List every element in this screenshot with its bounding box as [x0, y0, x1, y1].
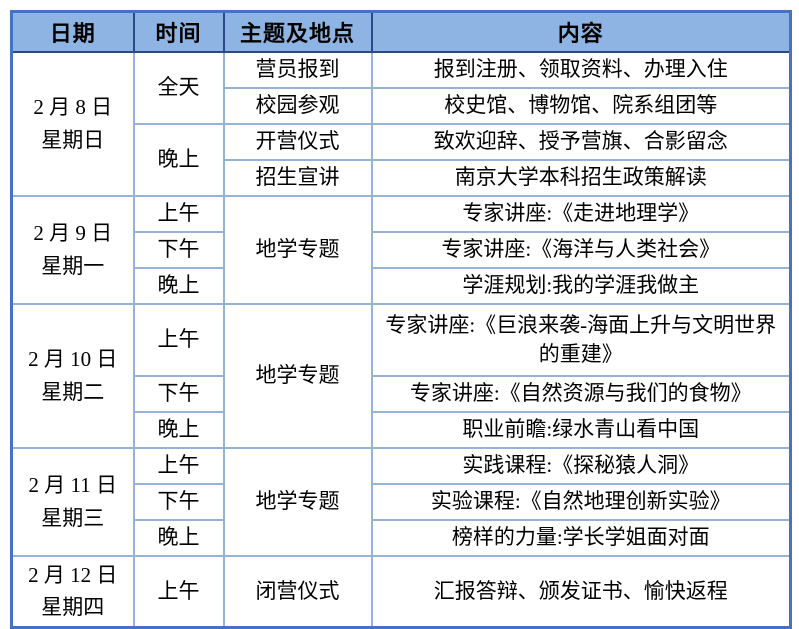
date-text: 2 月 12 日 [28, 562, 118, 587]
time-cell: 上午 [132, 554, 225, 629]
date-cell: 2 月 8 日 星期日 [10, 50, 135, 197]
content-cell: 汇报答辩、颁发证书、愉快返程 [370, 554, 792, 629]
weekday-text: 星期三 [41, 505, 105, 530]
content-cell: 报到注册、领取资料、办理入住 [370, 50, 792, 89]
content-cell: 职业前瞻:绿水青山看中国 [370, 410, 792, 449]
camp-schedule-table: 日期 时间 主题及地点 内容 2 月 8 日 星期日 全天 营员报到 报到注册、… [10, 10, 792, 629]
header-cell-date: 日期 [10, 10, 135, 53]
time-cell: 下午 [132, 374, 225, 413]
topic-cell: 校园参观 [222, 86, 373, 125]
date-text: 2 月 9 日 [33, 220, 113, 245]
content-cell: 校史馆、博物馆、院系组团等 [370, 86, 792, 125]
table-row: 2 月 10 日 星期二 上午 地学专题 专家讲座:《巨浪来袭-海面上升与文明世… [10, 302, 792, 449]
time-cell: 晚上 [132, 122, 225, 197]
table-row: 晚上 开营仪式 致欢迎辞、授予营旗、合影留念 [12, 122, 792, 197]
header-cell-time: 时间 [132, 10, 225, 53]
time-cell: 上午 [132, 302, 225, 377]
topic-cell: 地学专题 [222, 194, 373, 305]
topic-cell: 地学专题 [222, 446, 373, 557]
header-row: 日期 时间 主题及地点 内容 [10, 10, 792, 53]
table-row: 晚上 职业前瞻:绿水青山看中国 [12, 410, 792, 449]
date-cell: 2 月 11 日 星期三 [10, 446, 135, 557]
table-row: 2 月 8 日 星期日 全天 营员报到 报到注册、领取资料、办理入住 [10, 50, 792, 197]
content-cell: 专家讲座:《自然资源与我们的食物》 [370, 374, 792, 413]
content-cell: 致欢迎辞、授予营旗、合影留念 [370, 122, 792, 161]
table-row: 下午 实验课程:《自然地理创新实验》 [12, 482, 792, 521]
table-row: 晚上 榜样的力量:学长学姐面对面 [12, 518, 792, 557]
topic-cell: 开营仪式 [222, 122, 373, 161]
date-cell: 2 月 9 日 星期一 [10, 194, 135, 305]
weekday-text: 星期四 [41, 595, 105, 620]
topic-cell: 营员报到 [222, 50, 373, 89]
table-row: 校园参观 校史馆、博物馆、院系组团等 [12, 86, 792, 125]
content-cell: 南京大学本科招生政策解读 [370, 158, 792, 197]
topic-cell: 地学专题 [222, 302, 373, 449]
table-row: 招生宣讲 南京大学本科招生政策解读 [12, 158, 792, 197]
header-cell-topic: 主题及地点 [222, 10, 373, 53]
table-row: 下午 专家讲座:《海洋与人类社会》 [12, 230, 792, 269]
table-row: 晚上 学涯规划:我的学涯我做主 [12, 266, 792, 305]
table-row: 2 月 11 日 星期三 上午 地学专题 实践课程:《探秘猿人洞》 [10, 446, 792, 557]
table-row: 2 月 9 日 星期一 上午 地学专题 专家讲座:《走进地理学》 [10, 194, 792, 305]
weekday-text: 星期一 [41, 253, 105, 278]
date-text: 2 月 8 日 [33, 94, 113, 119]
date-text: 2 月 10 日 [28, 346, 118, 371]
time-cell: 晚上 [132, 518, 225, 557]
content-cell: 学涯规划:我的学涯我做主 [370, 266, 792, 305]
topic-cell: 招生宣讲 [222, 158, 373, 197]
date-cell: 2 月 12 日 星期四 [10, 554, 135, 629]
content-cell: 榜样的力量:学长学姐面对面 [370, 518, 792, 557]
content-cell: 专家讲座:《走进地理学》 [370, 194, 792, 233]
time-cell: 下午 [132, 230, 225, 269]
content-cell: 专家讲座:《巨浪来袭-海面上升与文明世界的重建》 [370, 302, 792, 377]
time-cell: 下午 [132, 482, 225, 521]
topic-cell: 闭营仪式 [222, 554, 373, 629]
time-cell: 晚上 [132, 266, 225, 305]
date-cell: 2 月 10 日 星期二 [10, 302, 135, 449]
date-text: 2 月 11 日 [28, 472, 117, 497]
content-cell: 实验课程:《自然地理创新实验》 [370, 482, 792, 521]
content-cell: 专家讲座:《海洋与人类社会》 [370, 230, 792, 269]
table-row: 下午 专家讲座:《自然资源与我们的食物》 [12, 374, 792, 413]
time-cell: 上午 [132, 194, 225, 233]
weekday-text: 星期二 [41, 379, 105, 404]
time-cell: 晚上 [132, 410, 225, 449]
schedule-table-container: 日期 时间 主题及地点 内容 2 月 8 日 星期日 全天 营员报到 报到注册、… [10, 10, 792, 629]
weekday-text: 星期日 [41, 127, 105, 152]
time-cell: 全天 [132, 50, 225, 125]
time-cell: 上午 [132, 446, 225, 485]
content-cell: 实践课程:《探秘猿人洞》 [370, 446, 792, 485]
table-row: 2 月 12 日 星期四 上午 闭营仪式 汇报答辩、颁发证书、愉快返程 [10, 554, 792, 629]
header-cell-content: 内容 [370, 10, 792, 53]
